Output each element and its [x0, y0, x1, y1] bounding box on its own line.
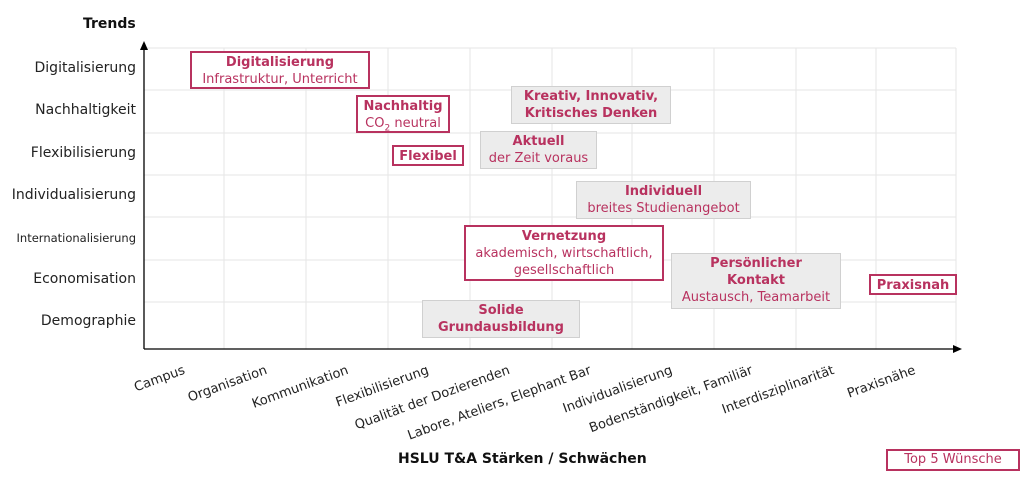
box-aktuell-title: Aktuell	[512, 134, 565, 149]
box-digitalisierung-sub: Infrastruktur, Unterricht	[202, 72, 358, 87]
box-persoenlich-title-2: Kontakt	[727, 273, 785, 288]
box-vernetzung-sub-1: akademisch, wirtschaftlich,	[475, 246, 653, 261]
box-vernetzung: Vernetzung akademisch, wirtschaftlich, g…	[464, 225, 664, 281]
box-individuell-sub: breites Studienangebot	[587, 201, 740, 216]
box-digitalisierung-title: Digitalisierung	[225, 55, 335, 70]
box-nachhaltig-sub: CO2 neutral	[365, 116, 441, 134]
y-label-individualisierung: Individualisierung	[11, 187, 136, 203]
y-label-internationalisierung: Internationalisierung	[16, 231, 136, 245]
box-praxisnah-title: Praxisnah	[876, 278, 950, 293]
box-vernetzung-sub-2: gesellschaftlich	[513, 263, 615, 278]
box-praxisnah: Praxisnah	[869, 274, 957, 295]
box-persoenlich-sub: Austausch, Teamarbeit	[681, 290, 831, 305]
box-persoenlich-title-1: Persönlicher	[710, 256, 802, 271]
y-label-flexibilisierung: Flexibilisierung	[30, 145, 136, 161]
x-axis-arrow	[953, 345, 962, 353]
box-individuell-title: Individuell	[624, 184, 703, 199]
legend-top5: Top 5 Wünsche	[886, 449, 1020, 471]
box-individuell: Individuell breites Studienangebot	[576, 181, 751, 219]
box-flexibel-title: Flexibel	[399, 149, 457, 164]
y-label-demographie: Demographie	[40, 313, 136, 329]
y-axis-arrow	[140, 41, 148, 50]
y-label-economisation: Economisation	[33, 271, 136, 287]
y-axis-title: Trends	[83, 16, 136, 32]
box-aktuell-sub: der Zeit voraus	[488, 151, 589, 166]
box-aktuell: Aktuell der Zeit voraus	[480, 131, 597, 169]
box-flexibel: Flexibel	[392, 145, 464, 166]
box-nachhaltig-title: Nachhaltig	[363, 99, 443, 114]
x-axis-title: HSLU T&A Stärken / Schwächen	[398, 451, 647, 467]
box-kreativ-title-2: Kritisches Denken	[524, 106, 658, 121]
box-nachhaltig: Nachhaltig CO2 neutral	[356, 95, 450, 134]
y-label-digitalisierung: Digitalisierung	[34, 60, 136, 76]
box-solide: Solide Grundausbildung	[422, 300, 580, 338]
box-kreativ-title-1: Kreativ, Innovativ,	[523, 89, 659, 104]
box-solide-title-1: Solide	[478, 303, 524, 318]
box-vernetzung-title: Vernetzung	[521, 229, 607, 244]
box-digitalisierung: Digitalisierung Infrastruktur, Unterrich…	[190, 51, 370, 89]
box-persoenlicher-kontakt: Persönlicher Kontakt Austausch, Teamarbe…	[671, 253, 841, 309]
y-label-nachhaltigkeit: Nachhaltigkeit	[35, 102, 136, 118]
box-solide-title-2: Grundausbildung	[437, 320, 564, 335]
box-kreativ: Kreativ, Innovativ, Kritisches Denken	[511, 86, 671, 124]
